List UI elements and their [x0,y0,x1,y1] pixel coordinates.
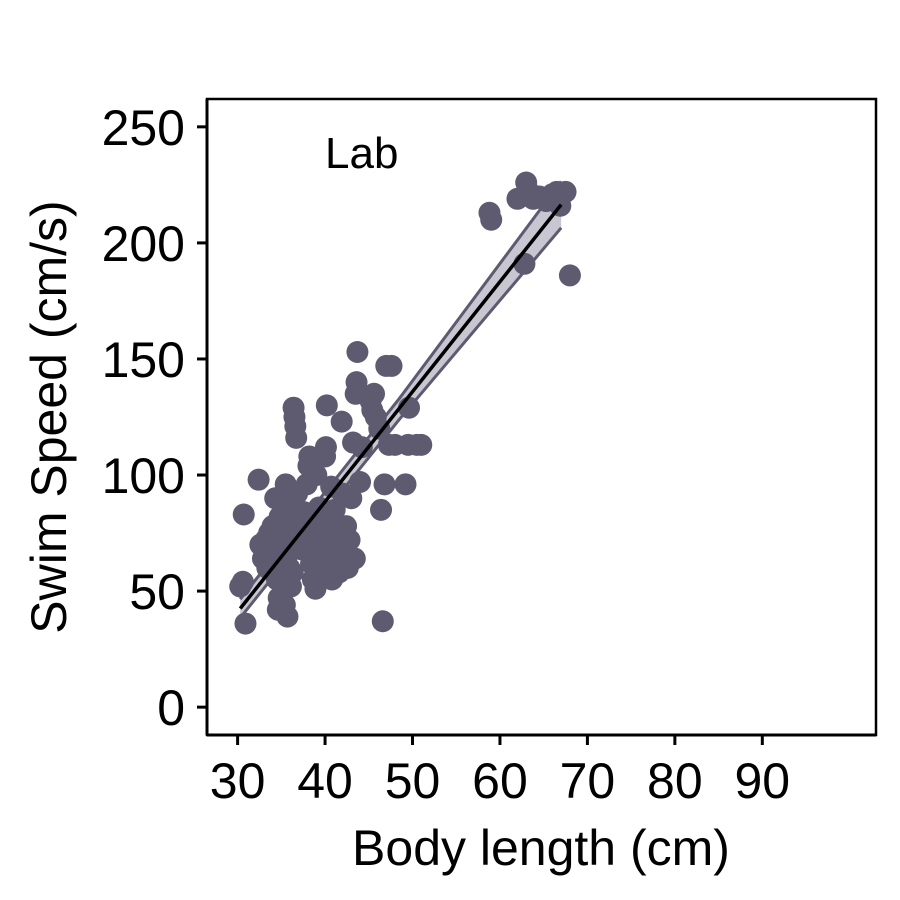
data-point [232,503,255,526]
x-tick-label: 40 [297,753,353,809]
data-point [231,570,254,593]
x-axis-ticks: 30 40 50 60 70 80 90 [210,735,790,809]
data-point [281,561,304,584]
data-point [285,426,308,449]
y-tick-label: 100 [102,448,185,504]
x-tick-label: 50 [385,753,441,809]
data-point [234,612,257,635]
y-tick-label: 250 [102,100,185,156]
data-point [363,382,386,405]
data-point [340,487,363,510]
y-tick-label: 0 [157,680,185,736]
data-point [480,208,503,231]
data-point [394,473,417,496]
y-tick-label: 50 [129,564,185,620]
data-point [314,436,337,459]
y-tick-label: 150 [102,332,185,388]
data-point [371,610,394,633]
data-point [330,410,353,433]
data-point [276,605,299,628]
data-point [370,498,393,521]
data-point [323,498,346,521]
x-tick-label: 80 [647,753,703,809]
data-points [229,171,581,635]
x-tick-label: 60 [472,753,528,809]
x-tick-label: 70 [560,753,616,809]
data-point [513,252,536,275]
panel-label: Lab [325,129,398,178]
data-point [305,464,328,487]
data-point [558,264,581,287]
data-point [315,394,338,417]
regression-line [238,203,563,610]
y-axis-ticks: 0 50 100 150 200 250 [102,100,207,736]
y-axis-title: Swim Speed (cm/s) [21,200,77,633]
data-point [368,417,391,440]
x-axis-title: Body length (cm) [352,820,730,876]
data-point [343,547,366,570]
x-tick-label: 90 [735,753,791,809]
data-point [373,473,396,496]
data-point [380,354,403,377]
data-point [338,529,361,552]
data-point [298,445,321,468]
data-point [345,371,368,394]
fit-line [238,203,563,610]
y-tick-label: 200 [102,216,185,272]
data-point [554,180,577,203]
data-point [247,468,270,491]
data-point [350,436,373,459]
data-point [346,341,369,364]
data-point [410,433,433,456]
x-tick-label: 30 [210,753,266,809]
data-point [349,470,372,493]
